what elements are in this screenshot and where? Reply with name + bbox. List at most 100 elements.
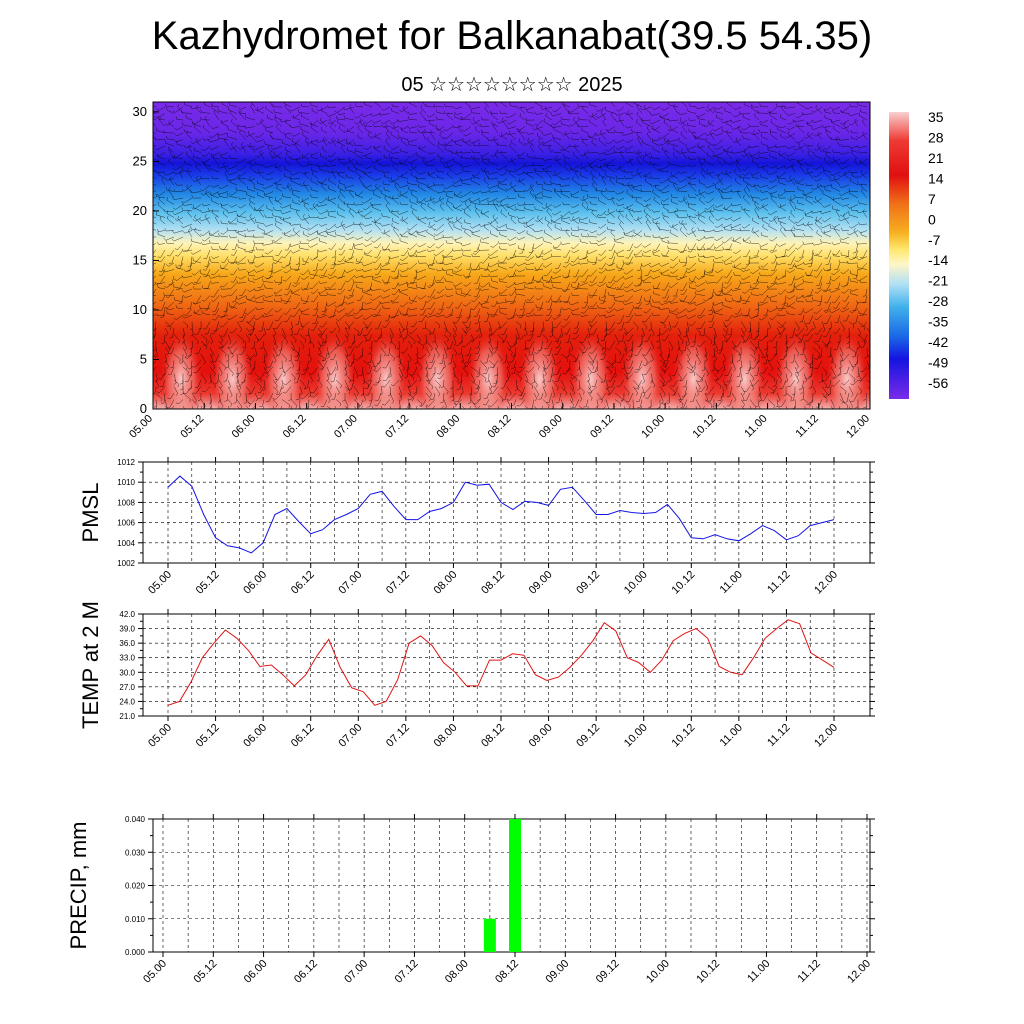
heatmap-y-tick-label: 25 <box>133 153 147 168</box>
heatmap-x-tick-label: 09.12 <box>588 413 616 441</box>
temperature-cross-section: 0 5 10 15 20 25 30 05.00 05.12 06.00 06.12 07.00 07… <box>127 101 872 441</box>
x-tick-label: 11.00 <box>745 958 772 985</box>
x-tick-label: 08.00 <box>432 569 460 597</box>
x-tick-label: 08.12 <box>479 569 507 597</box>
surface-warm-cell <box>415 331 459 409</box>
x-tick-label: 06.00 <box>241 569 269 597</box>
x-tick-label: 05.00 <box>141 958 169 986</box>
y-tick-label: 0.040 <box>125 815 146 824</box>
heatmap-x-tick-label: 08.00 <box>434 413 462 441</box>
y-tick-label: 24.0 <box>119 697 135 706</box>
x-tick-label: 07.00 <box>336 569 364 597</box>
chart-title: Kazhydromet for Balkanabat(39.5 54.35) <box>151 14 873 58</box>
x-tick-label: 09.00 <box>527 569 555 597</box>
x-tick-label: 11.12 <box>765 569 792 596</box>
colorbar-label: -28 <box>928 293 948 309</box>
colorbar-label: -35 <box>928 314 948 330</box>
y-tick-label: 0.030 <box>125 848 146 857</box>
y-tick-label: 1008 <box>117 498 135 507</box>
x-tick-label: 11.12 <box>765 722 792 749</box>
x-tick-label: 09.12 <box>574 569 602 597</box>
colorbar-label: 0 <box>928 211 936 227</box>
x-tick-label: 12.00 <box>812 569 840 597</box>
surface-warm-cell <box>825 331 869 409</box>
heatmap-x-tick-label: 05.12 <box>178 413 206 441</box>
heatmap-x-tick-label: 05.00 <box>127 413 155 441</box>
y-axis-title: PRECIP, mm <box>66 822 91 950</box>
heatmap-x-tick-label: 09.00 <box>537 413 565 441</box>
colorbar-label: 35 <box>928 109 944 125</box>
x-tick-label: 10.00 <box>622 569 650 597</box>
heatmap-y-tick-label: 15 <box>133 252 147 267</box>
y-tick-label: 0.020 <box>125 882 146 891</box>
x-tick-label: 05.00 <box>146 569 174 597</box>
surface-warm-cell <box>262 331 306 409</box>
colorbar-label: -14 <box>928 252 948 268</box>
colorbar: 35 28 21 14 7 0 -7 -14 -21 -28 -35 -42 -49 -56 <box>889 109 948 399</box>
x-tick-label: 11.12 <box>795 958 822 985</box>
x-tick-label: 06.12 <box>289 569 317 597</box>
y-tick-label: 30.0 <box>119 668 135 677</box>
y-tick-label: 42.0 <box>119 610 135 619</box>
plot-frame <box>142 461 871 564</box>
colorbar-label: -42 <box>928 334 948 350</box>
y-axis-title: PMSL <box>78 483 103 543</box>
pmsl-line <box>167 475 835 554</box>
colorbar-label: 7 <box>928 191 936 207</box>
heatmap-y-tick-label: 0 <box>140 401 147 416</box>
wind-barbs <box>153 102 870 409</box>
heatmap-x-tick-label: 07.00 <box>332 413 360 441</box>
heatmap-x-tick-label: 12.00 <box>844 413 872 441</box>
x-tick-label: 07.00 <box>342 958 370 986</box>
colorbar-label: 21 <box>928 150 944 166</box>
heatmap-x-tick-label: 10.12 <box>691 413 719 441</box>
chart-subtitle: 05 ☆☆☆☆☆☆☆☆ 2025 <box>401 74 623 96</box>
surface-warm-cell <box>364 331 408 409</box>
x-tick-label: 12.00 <box>812 722 840 750</box>
x-tick-label: 09.12 <box>574 722 602 750</box>
x-tick-label: 08.12 <box>479 722 507 750</box>
x-tick-label: 05.12 <box>194 722 222 750</box>
x-tick-label: 07.12 <box>393 958 421 986</box>
x-tick-label: 08.00 <box>443 958 471 986</box>
x-tick-label: 09.12 <box>594 958 622 986</box>
y-tick-label: 1010 <box>117 478 135 487</box>
colorbar-label: -7 <box>928 232 941 248</box>
x-tick-label: 09.00 <box>543 958 571 986</box>
surface-warm-cell <box>313 331 357 409</box>
y-tick-label: 33.0 <box>119 654 135 663</box>
x-tick-label: 10.00 <box>644 958 672 986</box>
y-tick-label: 1002 <box>117 559 135 568</box>
colorbar-gradient <box>889 112 909 399</box>
surface-warm-cell <box>569 331 613 409</box>
precip-bar <box>483 918 496 952</box>
colorbar-label: -49 <box>928 355 948 371</box>
x-tick-label: 08.12 <box>493 958 521 986</box>
x-tick-label: 11.00 <box>718 722 745 749</box>
x-tick-label: 05.00 <box>146 722 174 750</box>
pmsl-plot: 1002 1004 1006 1008 1010 1012 05.00 05.12 06.00 0… <box>78 457 875 597</box>
x-tick-label: 08.00 <box>432 722 460 750</box>
x-tick-label: 06.00 <box>242 958 270 986</box>
surface-warm-cell <box>466 331 510 409</box>
y-tick-label: 1006 <box>117 519 135 528</box>
y-tick-label: 1004 <box>117 539 135 548</box>
plot-frame <box>142 613 871 717</box>
x-tick-label: 10.12 <box>669 722 697 750</box>
y-tick-label: 39.0 <box>119 625 135 634</box>
y-tick-label: 0.010 <box>125 915 146 924</box>
colorbar-label: -21 <box>928 273 948 289</box>
y-axis-title: TEMP at 2 M <box>78 601 103 729</box>
colorbar-label: -56 <box>928 375 948 391</box>
colorbar-label: 28 <box>928 129 944 145</box>
y-tick-label: 27.0 <box>119 683 135 692</box>
y-tick-label: 1012 <box>117 458 135 467</box>
heatmap-x-tick-label: 11.00 <box>742 413 769 440</box>
heatmap-x-tick-label: 06.00 <box>230 413 258 441</box>
x-tick-label: 10.00 <box>622 722 650 750</box>
heatmap-x-tick-label: 11.12 <box>794 413 821 440</box>
x-tick-label: 10.12 <box>669 569 697 597</box>
x-tick-label: 07.00 <box>336 722 364 750</box>
precipitation-plot: 0.000 0.010 0.020 0.030 0.040 05.00 05.12 06.00… <box>66 814 875 986</box>
